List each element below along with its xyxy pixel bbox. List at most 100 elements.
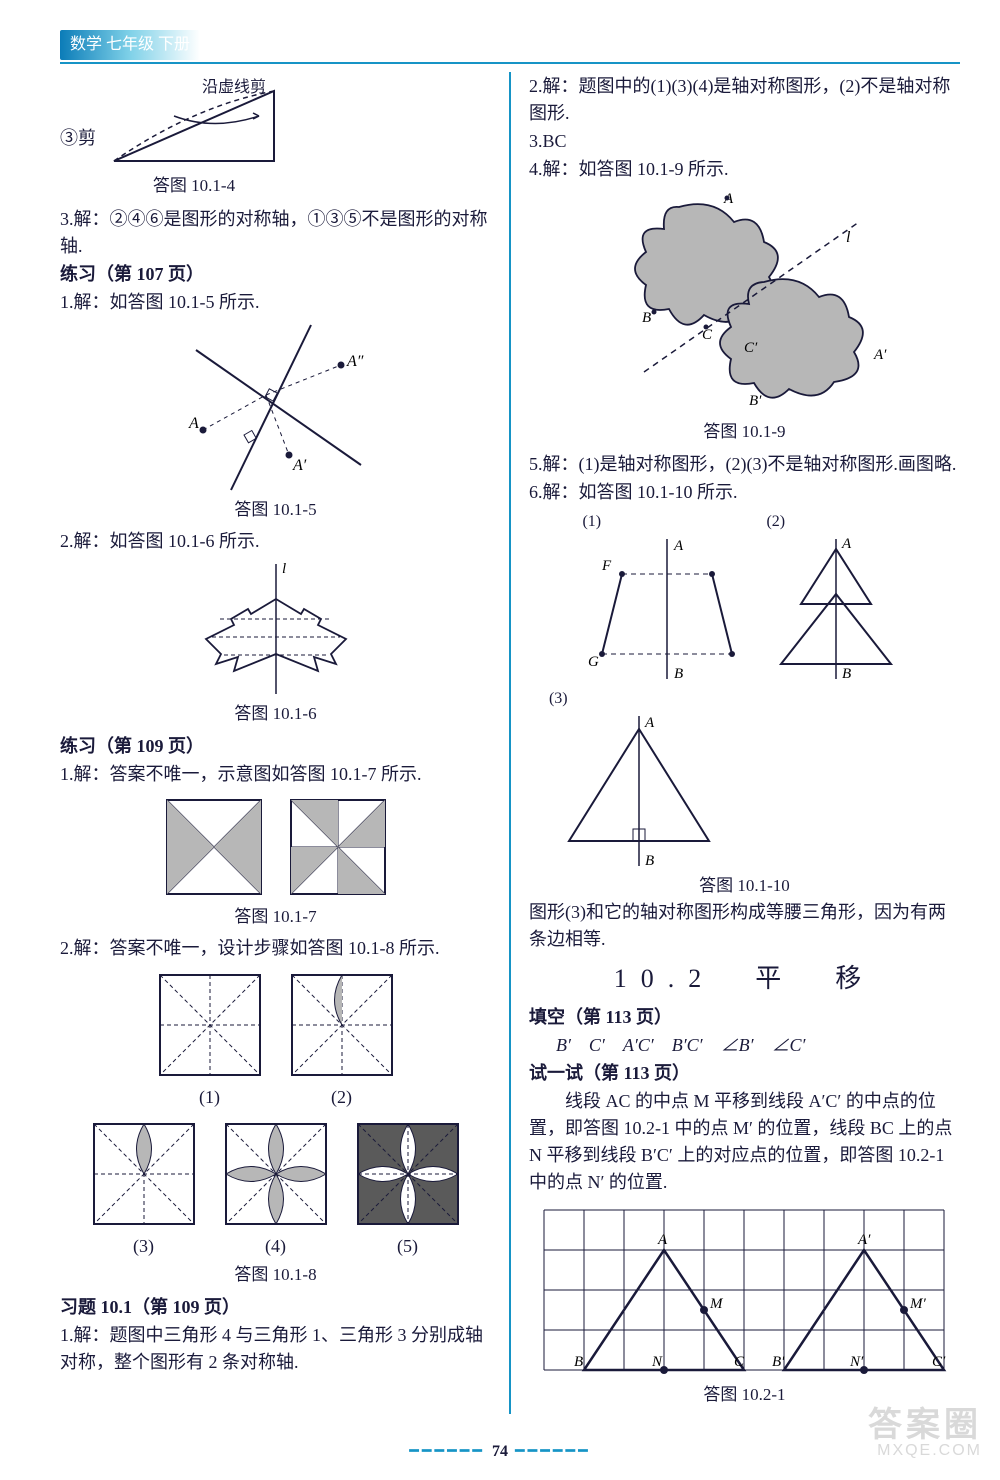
svg-text:B′: B′ [772, 1354, 785, 1370]
caption-10-1-9: 答图 10.1-9 [703, 419, 785, 445]
subject-badge: 数学 七年级 下册 [60, 30, 200, 60]
q1-109: 1.解：答案不唯一，示意图如答图 10.1-7 所示. [60, 761, 491, 788]
svg-text:A: A [644, 715, 655, 731]
step2-label: (2) [283, 1084, 401, 1111]
r-q5: 5.解：(1)是轴对称图形，(2)(3)不是轴对称图形.画图略. [529, 451, 960, 478]
svg-10-1-6: l [176, 559, 376, 699]
svg-text:l: l [282, 561, 286, 577]
figure-10-2-1: M M′ N N′ A B C A′ B′ C′ 答图 10.2-1 [529, 1200, 960, 1408]
r-q4: 4.解：如答图 10.1-9 所示. [529, 156, 960, 183]
svg-10-1-5: A A′ A″ [171, 320, 381, 495]
step-5-wrap: (5) [349, 1115, 467, 1260]
svg-text:A′: A′ [292, 457, 307, 474]
svg-text:C′: C′ [932, 1354, 946, 1370]
svg-text:C: C [702, 327, 713, 343]
svg-text:B′: B′ [749, 393, 762, 409]
r-q2: 2.解：题图中的(1)(3)(4)是轴对称图形，(2)不是轴对称图形. [529, 73, 960, 127]
svg-text:N′: N′ [849, 1354, 864, 1370]
try-hdr: 试一试（第 113 页） [529, 1060, 960, 1087]
step5-label: (5) [349, 1233, 467, 1260]
svg-text:A: A [188, 415, 199, 432]
after-fig-text: 图形(3)和它的轴对称图形构成等腰三角形，因为有两条边相等. [529, 899, 960, 953]
svg-text:B: B [842, 666, 851, 682]
q2-109: 2.解：答案不唯一，设计步骤如答图 10.1-8 所示. [60, 935, 491, 962]
r-q3: 3.BC [529, 128, 960, 155]
caption-10-1-7: 答图 10.1-7 [234, 904, 316, 930]
svg-10-1-9: l A B C C′ B′ A′ [584, 187, 904, 417]
practice-107-hdr: 练习（第 107 页） [60, 261, 491, 288]
section-10-2-title: 10.2 平 移 [529, 959, 960, 998]
sub2: (2) [766, 513, 785, 530]
exercise-10-1-hdr: 习题 10.1（第 109 页） [60, 1294, 491, 1321]
svg-text:A: A [841, 536, 852, 552]
header-rule [60, 62, 960, 64]
fig-10-1-10-row2: (3) A B [549, 684, 960, 871]
fig-10-1-10-row1: (1) A B F G (2) A B [529, 507, 960, 684]
svg-text:A″: A″ [346, 353, 364, 370]
fill-blank-hdr: 填空（第 113 页） [529, 1004, 960, 1031]
annot-cut-along: 沿虚线剪 [202, 78, 266, 96]
caption-10-1-8: 答图 10.1-8 [234, 1262, 316, 1288]
svg-text:M′: M′ [909, 1296, 926, 1312]
svg-text:A′: A′ [873, 347, 887, 363]
caption-10-1-6: 答图 10.1-6 [234, 701, 316, 727]
svg-10-1-4: 沿虚线剪 [104, 76, 284, 171]
right-column: 2.解：题图中的(1)(3)(4)是轴对称图形，(2)不是轴对称图形. 3.BC… [529, 72, 960, 1414]
watermark-en: MXQE.COM [868, 1443, 982, 1460]
caption-10-1-5: 答图 10.1-5 [234, 497, 316, 523]
try-text: 线段 AC 的中点 M 平移到线段 A′C′ 的中点的位置，即答图 10.2-1… [529, 1088, 960, 1196]
watermark-cn: 答案圈 [868, 1408, 982, 1444]
svg-text:B: B [574, 1354, 583, 1370]
svg-10-1-7b [283, 792, 393, 902]
page-footer: ━━━━━━ 74 ━━━━━━ [0, 1440, 1000, 1464]
figure-10-1-5: A A′ A″ 答图 10.1-5 [60, 320, 491, 523]
cut-figure-row: ③剪 沿虚线剪 答图 10.1-4 [60, 72, 491, 205]
q1-107: 1.解：如答图 10.1-5 所示. [60, 289, 491, 316]
step-3-wrap: (3) [85, 1115, 203, 1260]
svg-text:N: N [651, 1354, 663, 1370]
svg-10-2-1: M M′ N N′ A B C A′ B′ C′ [534, 1200, 954, 1380]
caption-10-2-1: 答图 10.2-1 [703, 1382, 785, 1408]
svg-text:A: A [673, 538, 684, 554]
svg-text:A′: A′ [857, 1232, 871, 1248]
svg-text:A: A [657, 1232, 668, 1248]
sub3: (3) [549, 690, 568, 707]
step-2-wrap: (2) [283, 966, 401, 1111]
step-4-wrap: (4) [217, 1115, 335, 1260]
svg-text:l: l [846, 229, 851, 246]
svg-10-1-10-1: A B F G [582, 534, 742, 684]
figure-10-1-6: l 答图 10.1-6 [60, 559, 491, 727]
svg-text:C: C [734, 1354, 745, 1370]
caption-10-1-10: 答图 10.1-10 [529, 873, 960, 899]
figure-10-1-8: (1) (2) (3) (4) [60, 966, 491, 1288]
q3-text: 3.解：②④⑥是图形的对称轴，①③⑤不是图形的对称轴. [60, 206, 491, 260]
watermark: 答案圈 MXQE.COM [868, 1408, 982, 1460]
practice-109-hdr: 练习（第 109 页） [60, 733, 491, 760]
page-header: 数学 七年级 下册 [60, 30, 960, 64]
left-column: ③剪 沿虚线剪 答图 10.1-4 3.解：②④⑥是图形的对称轴，①③⑤不是图形… [60, 72, 491, 1414]
svg-10-1-10-3: A B [549, 711, 729, 871]
figure-10-1-7: 答图 10.1-7 [60, 792, 491, 930]
fill-blank-ans: B′ C′ A′C′ B′C′ ∠B′ ∠C′ [529, 1032, 960, 1059]
svg-text:B: B [645, 853, 654, 869]
sub1: (1) [582, 513, 601, 530]
column-divider [509, 72, 511, 1414]
figure-10-1-4: 沿虚线剪 答图 10.1-4 [104, 76, 284, 199]
svg-text:B: B [674, 666, 683, 682]
figure-10-1-9: l A B C C′ B′ A′ 答图 10.1-9 [529, 187, 960, 445]
q2-107: 2.解：如答图 10.1-6 所示. [60, 528, 491, 555]
ex-q1: 1.解：题图中三角形 4 与三角形 1、三角形 3 分别成轴对称，整个图形有 2… [60, 1322, 491, 1376]
svg-text:G: G [588, 654, 599, 670]
svg-10-1-7a [159, 792, 269, 902]
caption-10-1-4: 答图 10.1-4 [153, 173, 235, 199]
r-q6: 6.解：如答图 10.1-10 所示. [529, 479, 960, 506]
step-1-wrap: (1) [151, 966, 269, 1111]
page-number: 74 [492, 1443, 508, 1460]
step3-label: (3) [85, 1233, 203, 1260]
step1-label: (1) [151, 1084, 269, 1111]
svg-text:C′: C′ [744, 340, 758, 356]
svg-text:B: B [642, 310, 651, 326]
svg-text:M: M [709, 1296, 724, 1312]
svg-text:F: F [601, 558, 612, 574]
svg-10-1-10-2: A B [766, 534, 906, 684]
